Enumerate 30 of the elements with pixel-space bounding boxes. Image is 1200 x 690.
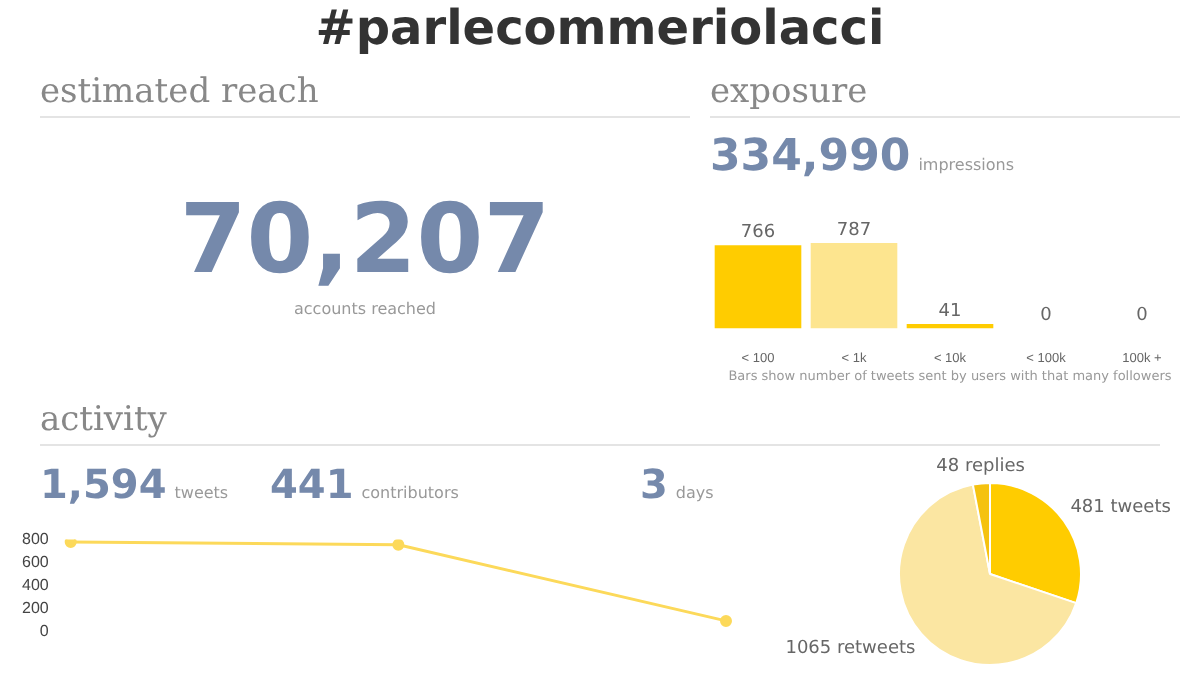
text: contributors xyxy=(361,484,459,502)
text: estimated reach xyxy=(40,72,690,118)
text: 334,990 xyxy=(710,132,911,182)
text: accounts reached xyxy=(292,300,438,318)
y-tick-label: 200 xyxy=(21,598,50,617)
y-tick-label: 0 xyxy=(39,621,50,640)
text: 1,594 xyxy=(40,460,167,508)
chart-title: exposure xyxy=(710,72,1180,118)
text: 3 xyxy=(640,460,668,508)
data-label: 41 xyxy=(938,301,962,322)
text: 70,207 xyxy=(177,184,553,296)
text: #parlecommeriolacci xyxy=(313,0,887,56)
data-label: 0 xyxy=(1136,306,1149,327)
y-tick-label: 800 xyxy=(21,530,50,549)
text: activity xyxy=(40,400,1160,446)
y-tick-label: 600 xyxy=(21,552,50,571)
data-label: 481 xyxy=(1070,497,1105,518)
data-label: 48 xyxy=(936,457,960,478)
slice-label: retweets xyxy=(831,638,917,659)
slice-label: tweets xyxy=(1104,497,1172,518)
text: impressions xyxy=(918,156,1015,174)
data-label: 0 xyxy=(1040,306,1053,327)
text: 441 xyxy=(270,460,354,508)
data-label: 1065 xyxy=(785,638,832,659)
y-tick-label: 400 xyxy=(21,575,50,594)
slice-label: replies xyxy=(959,457,1026,478)
text: days xyxy=(675,484,714,502)
data-label: 787 xyxy=(836,220,872,241)
data-label: 766 xyxy=(740,223,776,244)
text: tweets xyxy=(174,484,229,502)
